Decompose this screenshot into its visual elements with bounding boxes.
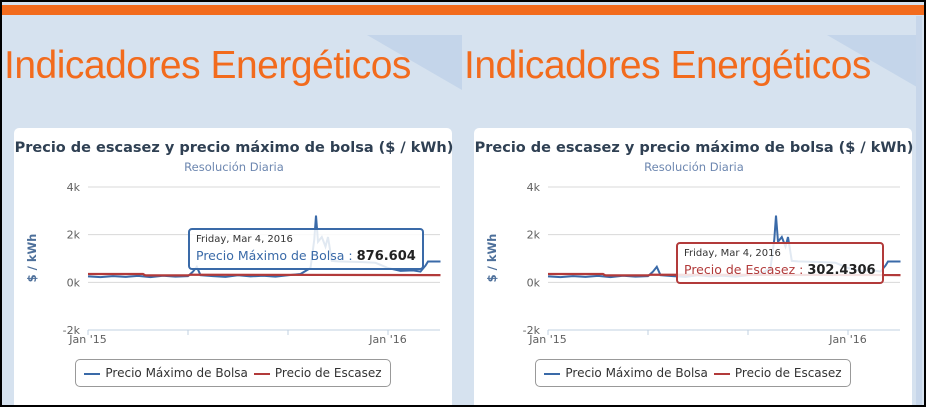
y-axis-label: $ / kWh: [25, 234, 39, 283]
x-tick-label: Jan '16: [828, 333, 866, 346]
y-axis-label: $ / kWh: [485, 234, 499, 283]
chart-card: Precio de escasez y precio máximo de bol…: [474, 128, 914, 405]
x-tick-label: Jan '16: [368, 333, 406, 346]
legend-item-escasez[interactable]: Precio de Escasez: [253, 366, 382, 380]
legend-item-bolsa[interactable]: Precio Máximo de Bolsa: [544, 366, 708, 380]
legend-item-escasez[interactable]: Precio de Escasez: [713, 366, 842, 380]
legend-item-bolsa[interactable]: Precio Máximo de Bolsa: [84, 366, 248, 380]
y-tick-label: -2k: [63, 324, 81, 337]
page-heading: Indicadores Energéticos: [4, 44, 411, 87]
chart-subtitle: Resolución Diaria: [184, 160, 284, 174]
y-tick-label: 4k: [67, 181, 81, 194]
panel-right: Indicadores Energéticos Precio de escase…: [462, 2, 922, 405]
chart-title: Precio de escasez y precio máximo de bol…: [14, 140, 454, 156]
y-tick-label: 2k: [67, 229, 81, 242]
x-tick-label: Jan '15: [68, 333, 106, 346]
y-tick-label: 2k: [527, 229, 541, 242]
chart-legend: Precio Máximo de Bolsa Precio de Escasez: [535, 359, 851, 387]
chart-tooltip: Friday, Mar 4, 2016 Precio Máximo de Bol…: [188, 228, 424, 270]
tooltip-series: Precio Máximo de Bolsa: [196, 248, 345, 263]
page-heading: Indicadores Energéticos: [464, 44, 871, 87]
x-tick-label: Jan '15: [528, 333, 566, 346]
tooltip-value: 302.4306: [807, 263, 876, 278]
tooltip-date: Friday, Mar 4, 2016: [196, 234, 293, 245]
y-tick-label: -2k: [523, 324, 541, 337]
y-tick-label: 0k: [527, 276, 541, 289]
chart-subtitle: Resolución Diaria: [644, 160, 744, 174]
scroll-strip: [916, 16, 922, 405]
y-tick-label: 0k: [67, 276, 81, 289]
chart-title: Precio de escasez y precio máximo de bol…: [474, 140, 914, 156]
y-tick-label: 4k: [527, 181, 541, 194]
chart-tooltip: Friday, Mar 4, 2016 Precio de Escasez :3…: [676, 242, 884, 284]
tooltip-series: Precio de Escasez: [684, 262, 796, 277]
tooltip-value: 876.604: [356, 249, 416, 264]
top-accent-bar: [2, 5, 924, 15]
tooltip-date: Friday, Mar 4, 2016: [684, 248, 781, 259]
chart-legend: Precio Máximo de Bolsa Precio de Escasez: [75, 359, 391, 387]
panel-left: Indicadores Energéticos Precio de escase…: [2, 2, 462, 405]
chart-card: Precio de escasez y precio máximo de bol…: [14, 128, 454, 405]
series-line-escasez: [88, 272, 441, 277]
